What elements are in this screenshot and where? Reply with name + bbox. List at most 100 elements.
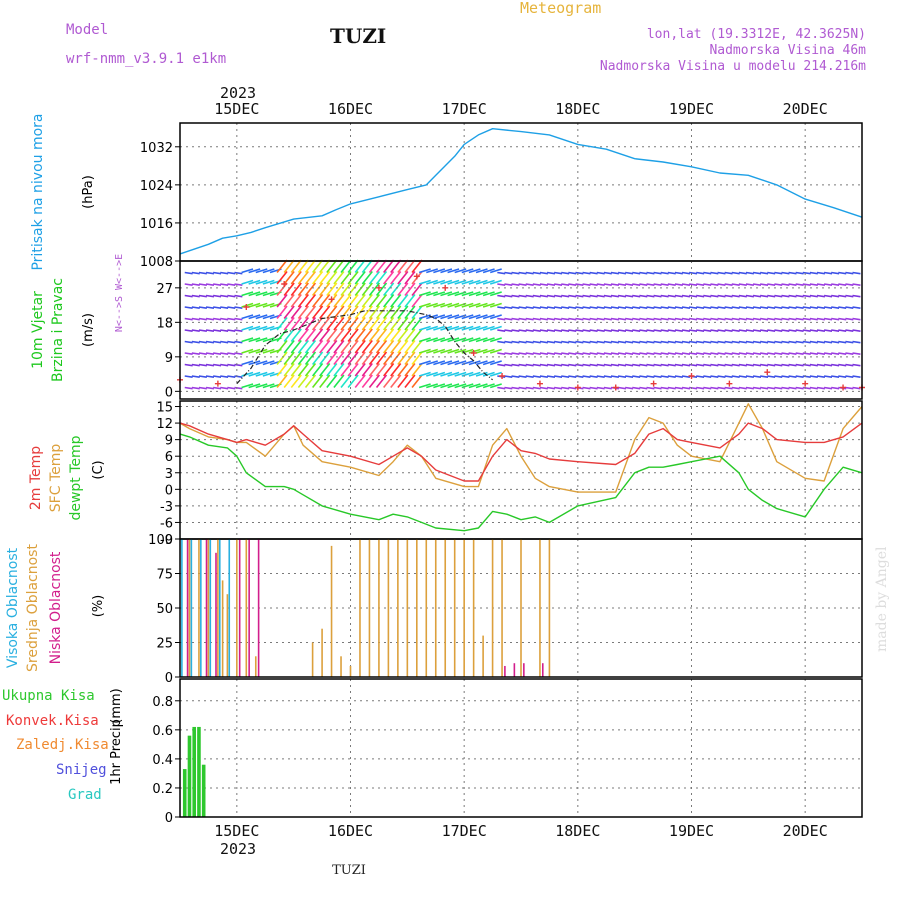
wind-barb — [589, 283, 598, 286]
wind-barb — [653, 271, 662, 275]
wind-barb — [745, 375, 754, 378]
wind-barb — [689, 283, 698, 286]
product-title: Meteogram — [520, 0, 601, 17]
wind-barb — [674, 271, 683, 275]
wind-barb — [752, 317, 762, 321]
wind-gust-marker — [650, 380, 657, 387]
wind-barb — [333, 282, 345, 296]
wind-barb — [205, 363, 215, 367]
wind-unit: (m/s) — [81, 313, 96, 347]
wind-barb — [262, 302, 275, 308]
wind-barb — [760, 317, 769, 321]
wind-barb — [710, 352, 719, 355]
wind-barb — [689, 386, 698, 390]
wind-barb — [838, 294, 847, 298]
wind-barb — [582, 271, 591, 275]
wind-barb — [795, 375, 804, 378]
wind-barb — [589, 340, 598, 344]
wind-barb — [774, 317, 783, 321]
wind-gust-marker — [688, 373, 695, 379]
wind-barb — [795, 271, 804, 275]
wind-barb — [852, 363, 861, 367]
precip-bar — [192, 726, 197, 817]
wind-barb — [582, 317, 591, 321]
wind-barb — [361, 362, 373, 377]
wind-barb — [241, 314, 254, 320]
wind-barb — [227, 352, 236, 355]
wind-barb — [745, 352, 754, 355]
wind-barb — [333, 316, 345, 331]
wind-barb — [433, 279, 446, 285]
wind-barb — [361, 293, 373, 308]
wind-barb — [788, 283, 797, 286]
wind-barb — [297, 259, 309, 273]
wind-barb — [383, 259, 395, 273]
wind-barb — [504, 329, 513, 332]
y-tick-label: 1024 — [140, 179, 173, 194]
wind-barb — [546, 294, 556, 298]
wind-barb — [184, 329, 193, 332]
wind-barb — [610, 352, 620, 355]
wind-barb — [539, 386, 548, 390]
wind-barb — [411, 282, 423, 296]
wind-barb — [639, 375, 648, 378]
wind-barb — [546, 317, 556, 321]
wind-barb — [191, 375, 200, 378]
wind-barb — [198, 352, 207, 355]
wind-barb — [617, 283, 627, 286]
wind-barb — [383, 374, 395, 388]
wind-barb — [610, 317, 620, 321]
wind-barb — [823, 352, 833, 355]
wind-barb — [497, 271, 506, 275]
wind-barb — [717, 352, 726, 355]
wind-barb — [795, 317, 804, 321]
y-tick-label: 6 — [165, 450, 173, 465]
wind-barb — [489, 383, 502, 389]
wind-barb — [213, 271, 222, 275]
wind-barb — [823, 329, 833, 332]
wind-barb — [724, 306, 733, 309]
wind-barb — [390, 259, 402, 273]
wind-barb — [561, 375, 570, 378]
wind-series — [177, 273, 865, 391]
wind-barb — [639, 306, 648, 309]
y-tick-label: 0.6 — [152, 724, 173, 739]
wind-barb — [845, 306, 854, 309]
wind-barb — [461, 314, 474, 320]
wind-barb — [760, 363, 769, 367]
wind-barb — [404, 339, 416, 354]
wind-barb — [852, 294, 861, 298]
wind-barb — [489, 268, 502, 274]
wind-barb — [347, 293, 359, 308]
wind-barb — [831, 317, 840, 321]
wind-barb — [198, 283, 207, 286]
wind-barb — [617, 329, 627, 332]
wind-barb — [816, 329, 826, 332]
wind-barb — [717, 317, 726, 321]
wind-barb — [184, 363, 193, 367]
legend-freezing-precip: Zaledj.Kisa — [16, 737, 109, 753]
wind-barb — [482, 302, 495, 308]
wind-barb — [625, 386, 634, 390]
wind-barb — [191, 283, 200, 286]
wind-barb — [774, 386, 783, 390]
wind-barb — [731, 271, 740, 275]
wind-barb — [781, 283, 790, 286]
wind-barb — [234, 363, 243, 367]
bottom-day-label: 20DEC — [783, 822, 828, 840]
wind-barb — [489, 325, 502, 331]
wind-barb — [220, 283, 229, 286]
wind-barb — [283, 374, 295, 388]
wind-barb — [340, 339, 352, 354]
wind-barb — [290, 328, 302, 342]
wind-barb — [475, 268, 488, 274]
y-tick-label: -6 — [160, 516, 173, 531]
wind-barb — [375, 305, 388, 319]
wind-barb — [311, 374, 324, 388]
wind-barb — [767, 340, 776, 344]
wind-barb — [347, 339, 359, 354]
wind-barb — [354, 282, 366, 296]
wind-barb — [738, 306, 747, 309]
wind-barb — [361, 351, 373, 365]
